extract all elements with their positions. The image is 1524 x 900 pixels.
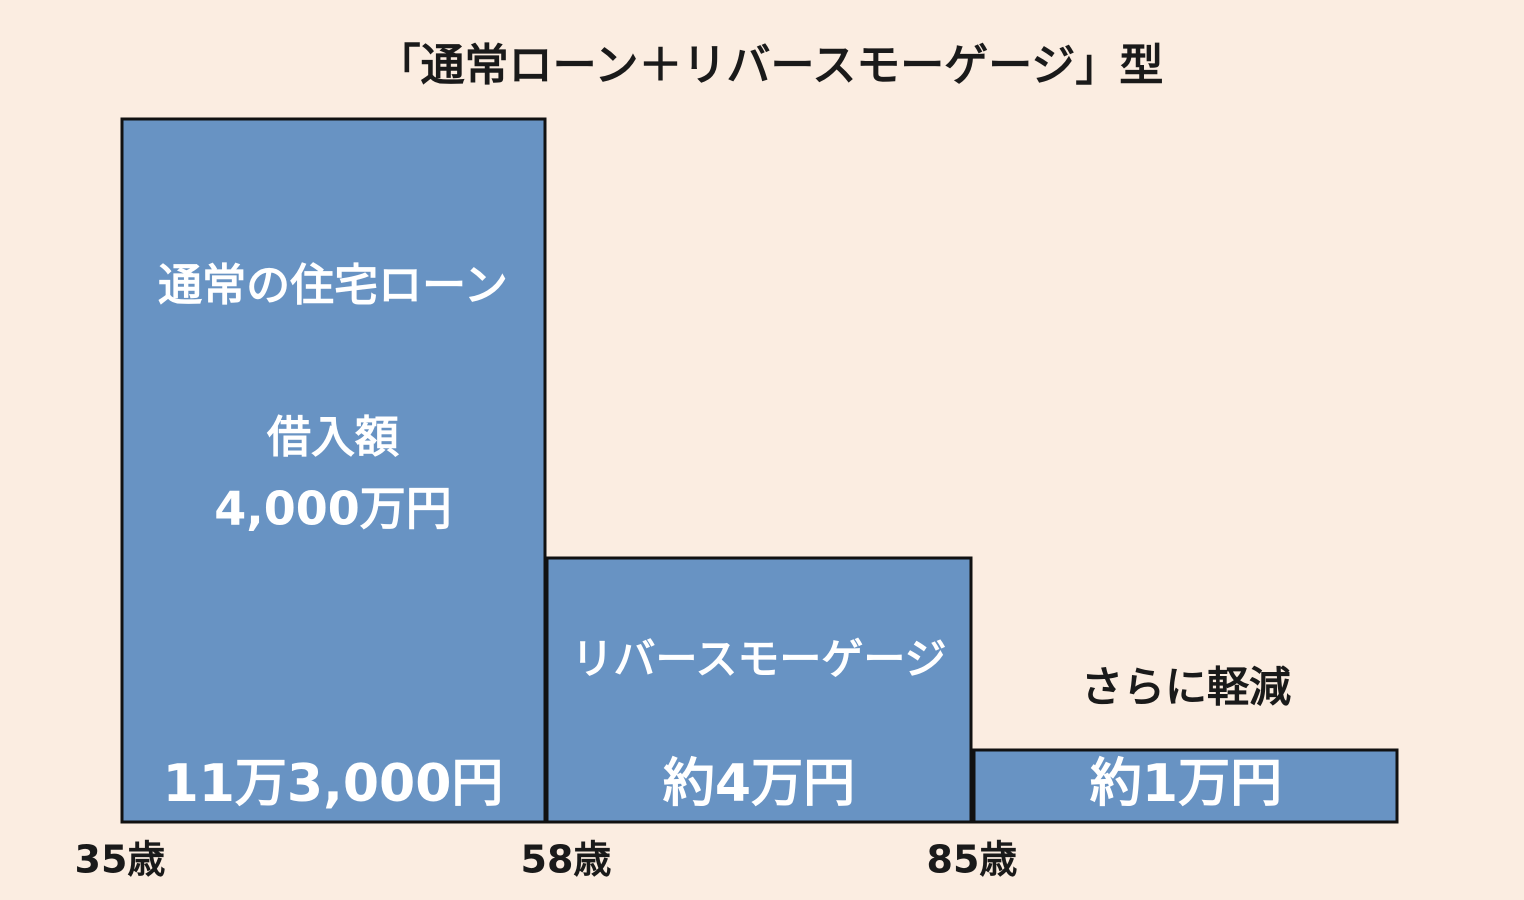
block-label: 通常の住宅ローン [158, 260, 508, 311]
reduced-block [972, 748, 1399, 824]
loan-block [120, 117, 547, 824]
reverse-mortgage-block [545, 556, 973, 824]
loan-amount: 4,000万円 [214, 482, 452, 536]
loan-label: 借入額 [266, 412, 399, 463]
payment: 11万3,000円 [163, 754, 504, 814]
age-label: 85歳 [927, 838, 1018, 882]
age-label: 35歳 [75, 838, 166, 882]
age-label: 58歳 [521, 838, 612, 882]
note: さらに軽減 [1081, 663, 1291, 712]
block-label: リバースモーゲージ [571, 635, 946, 684]
payment: 約1万円 [1090, 754, 1282, 814]
title: 「通常ローン＋リバースモーゲージ」型 [377, 40, 1164, 91]
payment: 約4万円 [663, 754, 855, 814]
